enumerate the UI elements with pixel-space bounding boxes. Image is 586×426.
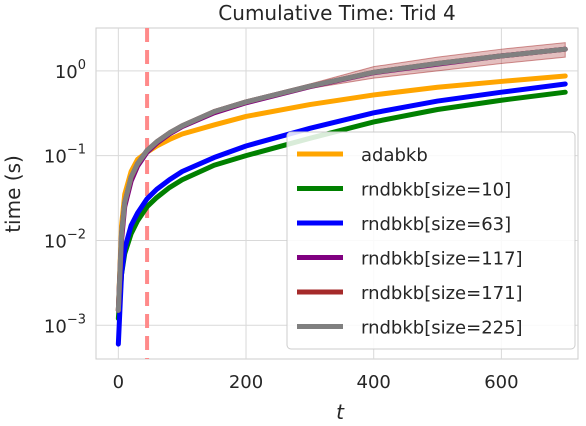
legend-label: rndbkb[size=10]: [361, 180, 511, 201]
y-tick-label: 10−1: [44, 143, 86, 168]
legend-label: rndbkb[size=225]: [361, 318, 523, 339]
x-tick-label: 600: [484, 372, 518, 393]
legend-label: rndbkb[size=117]: [361, 249, 523, 270]
x-tick-label: 400: [357, 372, 391, 393]
x-tick-label: 200: [229, 372, 263, 393]
y-tick-label: 10−3: [44, 312, 86, 337]
y-tick-label: 10−2: [44, 227, 86, 252]
y-axis-label: time (s): [1, 155, 25, 233]
legend-label: adabkb: [361, 145, 428, 166]
chart-title: Cumulative Time: Trid 4: [218, 1, 455, 25]
series-line: [115, 46, 568, 313]
legend-label: rndbkb[size=171]: [361, 283, 523, 304]
legend: adabkb rndbkb[size=10] rndbkb[size=63] rndb…: [286, 131, 576, 350]
x-axis-label: t: [336, 400, 345, 424]
x-axis-ticks: 0 200 400 600: [113, 372, 519, 393]
legend-label: rndbkb[size=63]: [361, 214, 511, 235]
series-line: [115, 81, 568, 347]
y-axis-ticks: 10−3 10−2 10−1 100: [44, 58, 86, 337]
x-tick-label: 0: [113, 372, 124, 393]
y-tick-label: 100: [55, 58, 86, 83]
legend-box: [286, 131, 576, 350]
series-lines: [115, 46, 568, 347]
